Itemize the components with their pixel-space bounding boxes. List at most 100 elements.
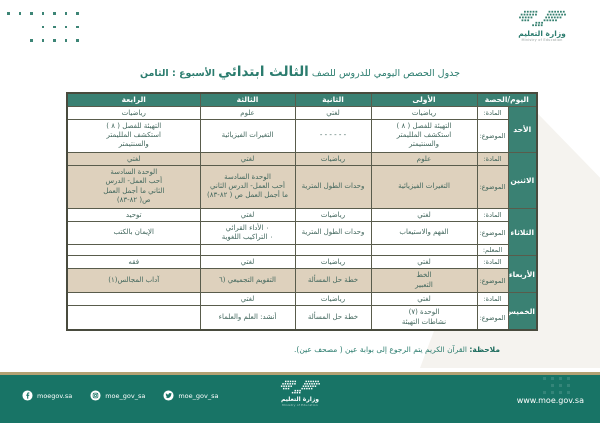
wednesday-topic-p1: الخط التعبير bbox=[370, 268, 478, 294]
tuesday-topic-p1: الفهم والاستيعاب bbox=[370, 220, 478, 246]
monday-topic-row: الموضوع: التغيرات الفيزيائية وحدات الطول ا… bbox=[66, 164, 537, 209]
wednesday-subject-row: الأربعاء المادة: لغتي رياضيات لغتي فقه bbox=[66, 255, 538, 294]
sunday-topic-p1: التهيئة للفصل ( ٨ ) استكشف الملليمتر وال… bbox=[370, 118, 478, 153]
monday-topic-p1: التغيرات الفيزيائية bbox=[370, 164, 478, 209]
ministry-logo-icon bbox=[280, 380, 320, 394]
social-handle: moegov.sa bbox=[37, 391, 73, 400]
sunday-subject-p3: علوم bbox=[199, 105, 296, 120]
tuesday-subject-p1: لغتي bbox=[370, 207, 478, 222]
tuesday-subject-p2: رياضيات bbox=[294, 207, 372, 222]
social-instagram[interactable]: moe_gov_sa bbox=[90, 390, 145, 401]
thursday-topic-p3: أنشد: العلم والعلماء bbox=[199, 305, 296, 331]
title-grade: الثالث ابتدائي bbox=[218, 64, 309, 80]
thursday-topic-p4 bbox=[66, 305, 201, 331]
wednesday-topic-p4: آداب المجالس(١) bbox=[66, 268, 201, 294]
tuesday-teacher-p1 bbox=[370, 244, 478, 257]
subject-row-label: المادة: bbox=[476, 151, 509, 166]
topic-row-label: الموضوع: bbox=[476, 268, 509, 294]
footnote: ملاحظة: القرآن الكريم يتم الرجوع إلى بوا… bbox=[294, 345, 500, 354]
monday-topic-p4: الوحدة السادسة أحب العمل- الدرس الثاني م… bbox=[66, 164, 201, 209]
day-cell-sunday: الأحد bbox=[507, 105, 538, 153]
social-handle: moe_gov_sa bbox=[178, 391, 219, 400]
ministry-name-ar: وزارة التعليم bbox=[518, 29, 566, 38]
website-url[interactable]: www.moe.gov.sa bbox=[516, 396, 584, 405]
sunday-topic-p4: التهيئة للفصل ( ٨ ) استكشف الملليمتر وال… bbox=[66, 118, 201, 153]
tuesday-teacher-p2 bbox=[294, 244, 372, 257]
subject-row-label: المادة: bbox=[476, 207, 509, 222]
tuesday-subject-p3: لغتي bbox=[199, 207, 296, 222]
tuesday-teacher-row: المعلم: bbox=[66, 244, 537, 257]
wednesday-subject-p1: لغتي bbox=[370, 255, 478, 270]
tuesday-subject-p4: توحيد bbox=[66, 207, 201, 222]
title-prefix: جدول الحصص اليومي للدروس للصف bbox=[311, 68, 461, 79]
teacher-row-label: المعلم: bbox=[476, 244, 509, 257]
ministry-name-en: Ministry of Education bbox=[282, 403, 318, 407]
tuesday-teacher-p3 bbox=[199, 244, 296, 257]
thursday-subject-p3: لغتي bbox=[199, 292, 296, 307]
thursday-subject-p2: رياضيات bbox=[294, 292, 372, 307]
monday-subject-p2: رياضيات bbox=[294, 151, 372, 166]
ministry-logo-header: وزارة التعليم Ministry of Education bbox=[502, 10, 582, 42]
thursday-subject-p4 bbox=[66, 292, 201, 307]
subject-row-label: المادة: bbox=[476, 105, 509, 120]
sunday-subject-p4: رياضيات bbox=[66, 105, 201, 120]
wednesday-topic-row: الموضوع: الخط التعبير خطة حل المسألة التقوي… bbox=[66, 268, 537, 294]
thursday-topic-p2: خطة حل المسألة bbox=[294, 305, 372, 331]
thursday-subject-row: الخميس المادة: لغتي رياضيات لغتي bbox=[66, 292, 538, 331]
header-period-3: الثالثة bbox=[199, 92, 296, 107]
monday-subject-p1: علوم bbox=[370, 151, 478, 166]
footnote-text: القرآن الكريم يتم الرجوع إلى بوابة عين (… bbox=[294, 345, 467, 354]
wednesday-topic-p2: خطة حل المسألة bbox=[294, 268, 372, 294]
day-cell-thursday: الخميس bbox=[507, 292, 538, 331]
sunday-topic-row: الموضوع: التهيئة للفصل ( ٨ ) استكشف الملل… bbox=[66, 118, 537, 153]
footnote-label: ملاحظة: bbox=[469, 345, 500, 354]
wednesday-topic-p3: التقويم التجميعي (٦ bbox=[199, 268, 296, 294]
ministry-name-en: Ministry of Education bbox=[521, 38, 563, 42]
topic-row-label: الموضوع: bbox=[476, 305, 509, 331]
thursday-subject-p1: لغتي bbox=[370, 292, 478, 307]
wednesday-subject-p2: رياضيات bbox=[294, 255, 372, 270]
tuesday-topic-p2: وحدات الطول المترية bbox=[294, 220, 372, 246]
day-cell-wednesday: الأربعاء bbox=[507, 255, 538, 294]
day-cell-tuesday: الثلاثاء bbox=[507, 207, 538, 257]
sunday-subject-p1: رياضيات bbox=[370, 105, 478, 120]
sunday-subject-p2: لغتي bbox=[294, 105, 372, 120]
social-facebook[interactable]: moegov.sa bbox=[22, 390, 72, 401]
page-title: جدول الحصص اليومي للدروس للصف الثالث ابت… bbox=[0, 64, 600, 80]
topic-row-label: الموضوع: bbox=[476, 118, 509, 153]
social-twitter[interactable]: moe_gov_sa bbox=[163, 390, 218, 401]
sunday-topic-p2: - - - - - - bbox=[294, 118, 372, 153]
header-day-period: اليوم/الحصة bbox=[476, 92, 538, 107]
header-period-1: الأولى bbox=[370, 92, 478, 107]
subject-row-label: المادة: bbox=[476, 255, 509, 270]
monday-topic-p2: وحدات الطول المترية bbox=[294, 164, 372, 209]
ministry-name-ar: وزارة التعليم bbox=[280, 396, 320, 403]
social-links: moegov.sa moe_gov_sa moe_gov_sa bbox=[22, 390, 218, 401]
tuesday-topic-p4: الإيمان بالكتب bbox=[66, 220, 201, 246]
footer-bar: moegov.sa moe_gov_sa moe_gov_sa وزارة التع… bbox=[0, 375, 600, 423]
header-period-2: الثانية bbox=[294, 92, 372, 107]
timetable: اليوم/الحصة الأولى الثانية الثالثة الرابعة … bbox=[66, 92, 538, 332]
facebook-icon bbox=[22, 390, 33, 401]
decor-dots-footer bbox=[543, 377, 570, 398]
wednesday-subject-p3: لغتي bbox=[199, 255, 296, 270]
gold-divider bbox=[0, 372, 600, 375]
subject-row-label: المادة: bbox=[476, 292, 509, 307]
sunday-topic-p3: التغيرات الفيزيائية bbox=[199, 118, 296, 153]
tuesday-topic-row: الموضوع: الفهم والاستيعاب وحدات الطول المت… bbox=[66, 220, 537, 246]
monday-subject-p3: لغتي bbox=[199, 151, 296, 166]
header-row: اليوم/الحصة الأولى الثانية الثالثة الرابعة bbox=[66, 92, 538, 107]
timetable-body: الأحد المادة: رياضيات لغتي علوم رياضيات الموضو… bbox=[66, 105, 538, 331]
monday-subject-row: الاثنين المادة: علوم رياضيات لغتي لغتي bbox=[66, 151, 538, 209]
decor-dots-top-left bbox=[7, 12, 79, 53]
thursday-topic-p1: الوحدة (٧) نشاطات التهيئة bbox=[370, 305, 478, 331]
wednesday-subject-p4: فقه bbox=[66, 255, 201, 270]
ministry-logo-icon bbox=[519, 10, 566, 27]
monday-subject-p4: لغتي bbox=[66, 151, 201, 166]
thursday-topic-row: الموضوع: الوحدة (٧) نشاطات التهيئة خطة حل … bbox=[66, 305, 537, 331]
title-week: الأسبوع : الثامن bbox=[139, 68, 216, 79]
topic-row-label: الموضوع: bbox=[476, 164, 509, 209]
sunday-subject-row: الأحد المادة: رياضيات لغتي علوم رياضيات bbox=[66, 105, 538, 153]
twitter-icon bbox=[163, 390, 174, 401]
instagram-icon bbox=[90, 390, 101, 401]
